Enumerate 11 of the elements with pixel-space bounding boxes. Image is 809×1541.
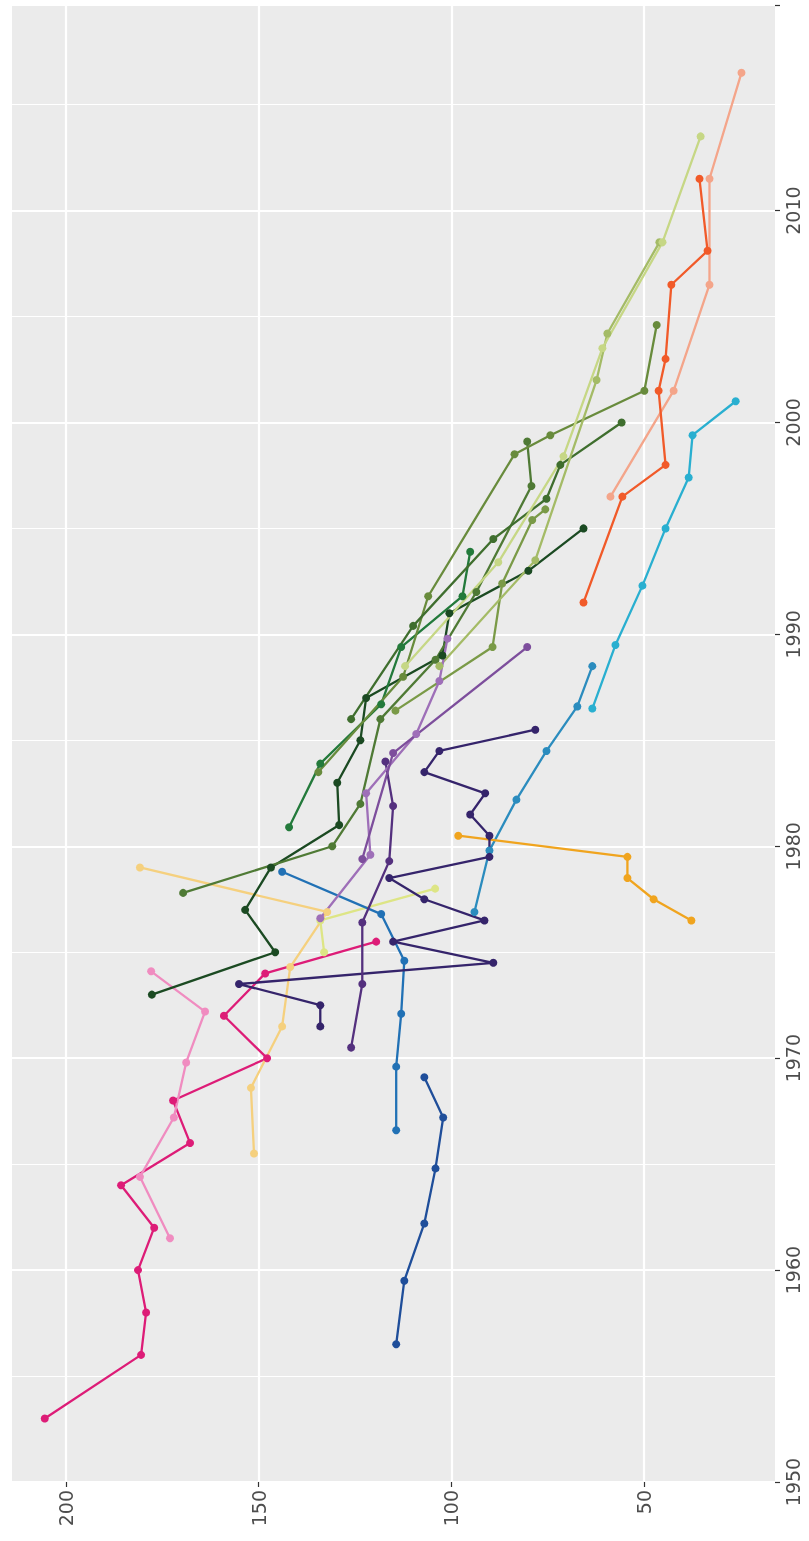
y-tick-label: 1960: [781, 1245, 804, 1295]
y-tick-label: 1990: [781, 610, 804, 659]
y-tick-label: 2000: [781, 398, 804, 447]
y-tick-label: 2010: [781, 186, 804, 235]
x-tick-label: 50: [632, 1490, 655, 1515]
y-tick-label: 1970: [781, 1034, 804, 1083]
x-tick-label: 150: [247, 1490, 270, 1527]
y-tick-label: 1980: [781, 822, 804, 871]
x-tick-label: 200: [54, 1490, 77, 1527]
y-tick-label: 1950: [781, 1457, 804, 1507]
x-tick-label: 100: [440, 1490, 463, 1527]
